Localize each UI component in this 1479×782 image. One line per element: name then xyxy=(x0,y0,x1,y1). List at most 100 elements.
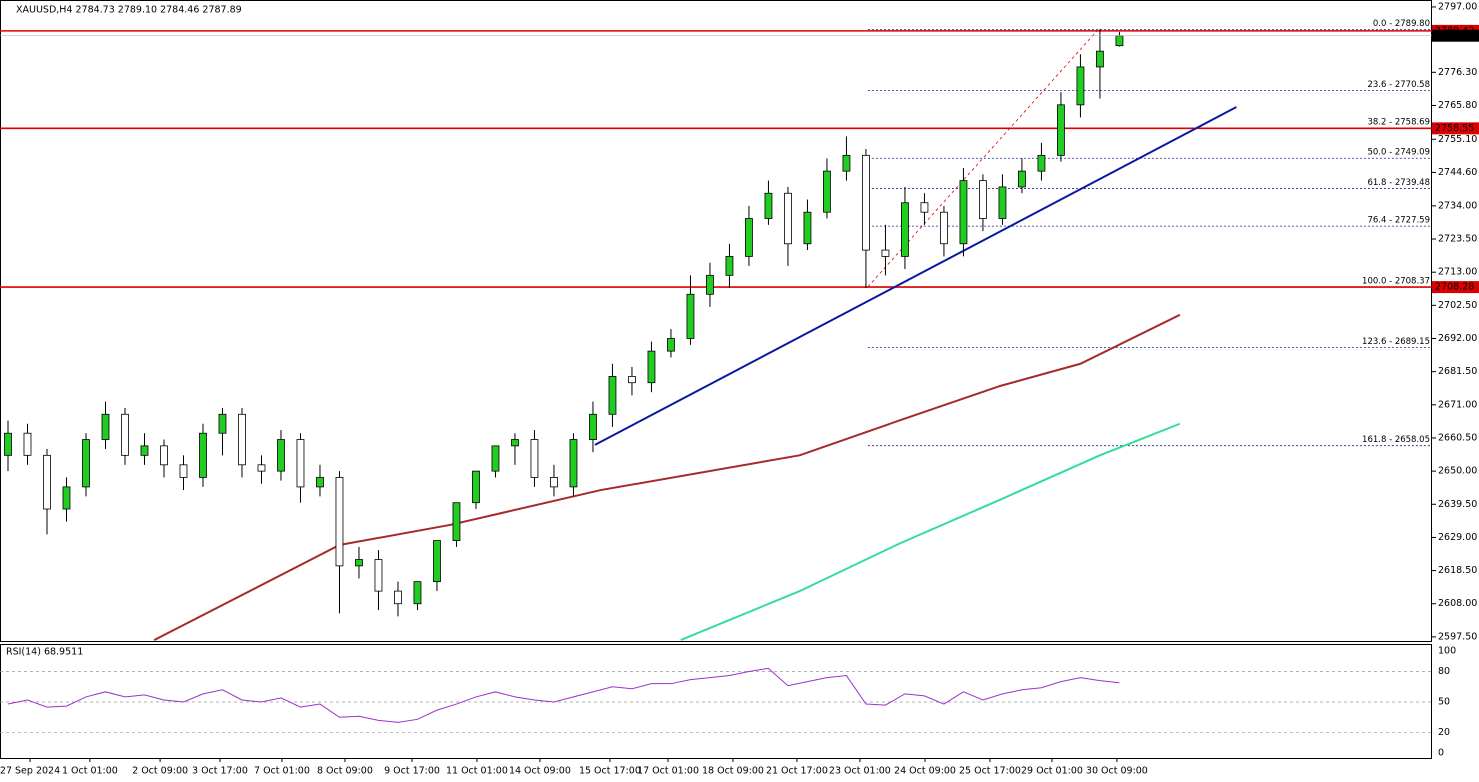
y-tick-label: 2660.50 xyxy=(1438,432,1477,443)
candle-body xyxy=(998,186,1007,219)
rsi-tick-label: 20 xyxy=(1438,727,1450,738)
candle-body xyxy=(140,445,149,456)
candle-body xyxy=(121,413,129,456)
rsi-title: RSI(14) 68.9511 xyxy=(6,647,83,658)
y-tick-label: 2755.10 xyxy=(1438,134,1477,145)
candle-body xyxy=(1076,66,1085,106)
candle-body xyxy=(628,375,636,384)
candle-body xyxy=(1037,154,1046,172)
candle-body xyxy=(452,502,461,541)
moving-average xyxy=(153,313,1181,641)
x-tick-label: 8 Oct 09:00 xyxy=(317,766,373,777)
rsi-pane xyxy=(0,644,1432,759)
level-box xyxy=(1432,122,1479,135)
candle-body xyxy=(979,180,987,219)
candle-body xyxy=(1096,50,1104,68)
y-tick-label: 2797.00 xyxy=(1438,1,1477,12)
fib-label: 38.2 - 2758.69 xyxy=(1367,117,1430,127)
candle-body xyxy=(823,170,831,213)
x-tick-label: 9 Oct 17:00 xyxy=(384,766,440,777)
candle-body xyxy=(530,439,539,478)
y-tick-label: 2692.00 xyxy=(1438,333,1477,344)
rsi-tick-label: 100 xyxy=(1438,646,1456,657)
x-tick-label: 11 Oct 01:00 xyxy=(446,766,508,777)
x-tick-label: 30 Oct 09:00 xyxy=(1086,766,1148,777)
candle-body xyxy=(160,445,168,466)
x-tick-label: 27 Sep 2024 xyxy=(0,766,60,777)
fib-label: 76.4 - 2727.59 xyxy=(1367,216,1430,226)
y-tick-label: 2723.50 xyxy=(1438,234,1477,245)
x-tick-label: 25 Oct 17:00 xyxy=(959,766,1021,777)
candle-body xyxy=(335,477,344,567)
fib-label: 123.6 - 2689.15 xyxy=(1362,337,1430,347)
fib-label: 161.8 - 2658.05 xyxy=(1362,435,1430,445)
fib-label: 0.0 - 2789.80 xyxy=(1373,19,1430,29)
candle-body xyxy=(803,211,812,245)
candle-body xyxy=(764,192,773,219)
candle-body xyxy=(491,445,500,472)
rsi-tick-label: 80 xyxy=(1438,666,1450,677)
candle-body xyxy=(101,413,110,440)
candle-body xyxy=(4,432,12,456)
y-tick-label: 2744.60 xyxy=(1438,167,1477,178)
candle-body xyxy=(511,439,519,447)
fib-label: 61.8 - 2739.48 xyxy=(1367,178,1430,188)
moving-average xyxy=(680,422,1181,641)
x-tick-label: 24 Oct 09:00 xyxy=(894,766,956,777)
x-tick-label: 2 Oct 09:00 xyxy=(132,766,188,777)
level-label: 2758.55 xyxy=(1435,123,1474,134)
candle-body xyxy=(82,439,90,488)
x-tick-label: 3 Oct 17:00 xyxy=(192,766,248,777)
candle-body xyxy=(1018,170,1026,188)
rsi-tick-label: 50 xyxy=(1438,697,1450,708)
candle-body xyxy=(608,375,617,415)
y-tick-label: 2597.50 xyxy=(1438,631,1477,642)
y-tick-label: 2776.30 xyxy=(1438,67,1477,78)
price-box xyxy=(1432,29,1479,42)
y-tick-label: 2681.50 xyxy=(1438,366,1477,377)
candle-body xyxy=(842,154,851,172)
y-tick-label: 2608.00 xyxy=(1438,598,1477,609)
rsi-line xyxy=(7,667,1120,723)
candle-body xyxy=(667,338,675,352)
y-tick-label: 2650.00 xyxy=(1438,466,1477,477)
candle-body xyxy=(179,464,188,478)
candle-body xyxy=(218,413,227,434)
y-tick-label: 2765.80 xyxy=(1438,100,1477,111)
candle-body xyxy=(296,439,305,488)
chart-title: XAUUSD,H4 2784.73 2789.10 2784.46 2787.8… xyxy=(16,5,242,16)
candle-body xyxy=(1057,104,1065,156)
candle-body xyxy=(589,413,597,440)
candle-body xyxy=(725,255,734,276)
y-tick-label: 2713.00 xyxy=(1438,267,1477,278)
candle-body xyxy=(901,202,909,257)
fib-label: 23.6 - 2770.58 xyxy=(1367,80,1430,90)
candle-body xyxy=(43,454,51,510)
y-tick-label: 2618.50 xyxy=(1438,565,1477,576)
candle-body xyxy=(394,590,402,605)
trendline xyxy=(594,106,1237,446)
candle-body xyxy=(881,249,890,257)
main-pane xyxy=(0,0,1432,642)
fib-label: 100.0 - 2708.37 xyxy=(1362,276,1430,286)
x-tick-label: 17 Oct 01:00 xyxy=(637,766,699,777)
candle-body xyxy=(647,350,656,384)
y-tick-label: 2702.50 xyxy=(1438,300,1477,311)
rsi-tick-label: 0 xyxy=(1438,747,1444,758)
candle-body xyxy=(745,218,753,257)
candle-body xyxy=(277,439,285,472)
level-label: 2708.28 xyxy=(1435,282,1474,293)
x-tick-label: 15 Oct 17:00 xyxy=(579,766,641,777)
level-box xyxy=(1432,281,1479,294)
y-tick-label: 2639.50 xyxy=(1438,499,1477,510)
candle-body xyxy=(959,180,968,245)
candle-body xyxy=(238,413,246,466)
candle-body xyxy=(199,432,207,478)
candle-body xyxy=(355,559,363,567)
candle-body xyxy=(569,439,578,488)
candle-body xyxy=(23,432,32,456)
fib-label: 50.0 - 2749.09 xyxy=(1367,148,1430,158)
candle-body xyxy=(472,470,480,504)
y-tick-label: 2734.00 xyxy=(1438,200,1477,211)
